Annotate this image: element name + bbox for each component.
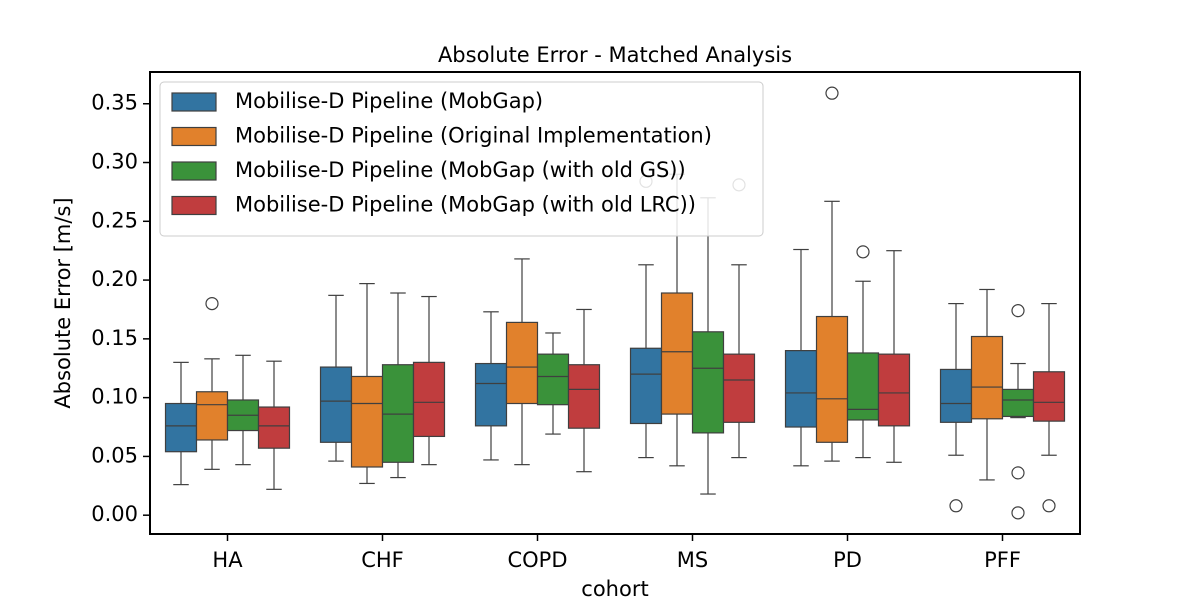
box [350, 375, 384, 468]
outlier [1011, 506, 1025, 520]
outlier [205, 296, 219, 311]
box [257, 406, 291, 449]
box [691, 331, 725, 434]
legend: Mobilise-D Pipeline (MobGap) Mobilise-D P… [159, 81, 764, 237]
box [877, 353, 911, 427]
box [784, 350, 818, 428]
legend-box [159, 81, 764, 237]
box [660, 292, 694, 415]
y-tick-label: 0.15 [91, 326, 138, 350]
plot-frame [149, 71, 1081, 535]
box [474, 362, 508, 427]
outlier [949, 499, 963, 513]
legend-label: Mobilise-D Pipeline (MobGap (with old LR… [235, 193, 696, 217]
y-tick-label: 0.10 [91, 385, 138, 409]
legend-label: Mobilise-D Pipeline (MobGap) [235, 89, 543, 113]
box [629, 347, 663, 425]
box [195, 391, 229, 441]
x-tick-label: HA [212, 548, 243, 572]
box [939, 368, 973, 423]
legend-swatch [171, 126, 217, 147]
box [1032, 371, 1066, 422]
box [505, 321, 539, 405]
outlier [1011, 304, 1025, 318]
y-tick-label: 0.30 [91, 150, 138, 174]
x-tick-label: COPD [507, 548, 567, 572]
legend-swatch [171, 195, 217, 216]
box [815, 315, 849, 443]
y-tick-label: 0.20 [91, 267, 138, 291]
box [722, 353, 756, 423]
y-axis-label: Absolute Error [m/s] [51, 197, 75, 408]
x-tick-label: PFF [984, 548, 1021, 572]
x-tick-label: MS [677, 548, 708, 572]
box [536, 353, 570, 406]
outlier [825, 86, 839, 100]
legend-swatch [171, 161, 217, 181]
y-tick-label: 0.05 [91, 443, 138, 467]
outlier [856, 245, 870, 259]
y-tick-label: 0.35 [91, 91, 138, 115]
legend-label: Mobilise-D Pipeline (Original Implementa… [235, 124, 712, 148]
legend-swatch [171, 92, 217, 112]
box [970, 335, 1004, 420]
chart-title: Absolute Error - Matched Analysis [438, 43, 792, 67]
outlier [1042, 499, 1056, 513]
box [319, 366, 353, 443]
box [412, 361, 446, 438]
y-tick-label: 0.25 [91, 208, 138, 232]
outlier [1011, 466, 1025, 480]
x-tick-label: CHF [361, 548, 404, 572]
x-axis-label: cohort [581, 577, 648, 600]
legend-label: Mobilise-D Pipeline (MobGap (with old GS… [235, 158, 686, 182]
box [567, 364, 601, 429]
box [1001, 388, 1035, 418]
box [164, 402, 198, 453]
x-tick-label: PD [833, 548, 862, 572]
y-tick-label: 0.00 [91, 502, 138, 526]
